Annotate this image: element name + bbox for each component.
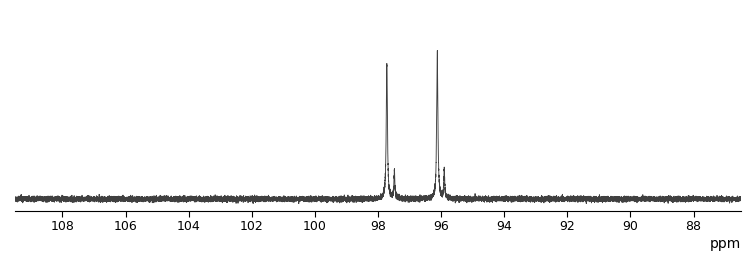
Text: ppm: ppm — [710, 237, 741, 251]
